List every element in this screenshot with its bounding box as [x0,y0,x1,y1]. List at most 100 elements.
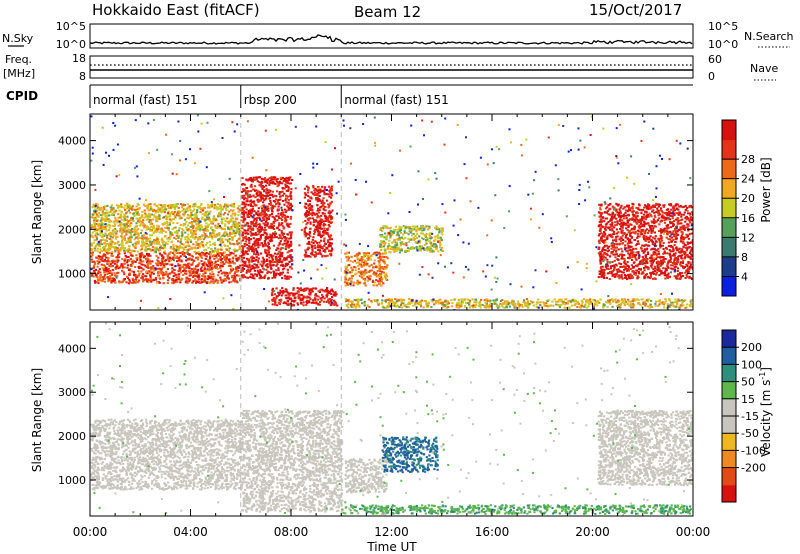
data-cell [412,227,415,230]
data-cell [128,236,131,239]
data-cell [107,229,111,232]
data-cell [272,225,275,227]
data-cell [375,266,378,269]
data-cell [224,223,227,226]
data-cell [162,245,166,248]
data-cell [247,179,250,182]
data-cell [186,216,189,219]
data-cell [285,184,289,187]
data-cell [192,275,195,278]
data-cell [154,218,157,221]
data-cell [155,262,158,265]
data-cell [100,249,103,252]
data-cell [103,277,106,280]
data-cell [116,261,119,264]
data-cell [176,214,179,217]
data-cell [292,304,295,307]
data-cell [137,270,140,273]
data-cell [289,217,292,220]
data-cell [106,273,109,275]
data-cell [180,238,183,241]
data-cell [94,211,97,214]
data-cell [238,230,242,233]
data-cell [260,181,263,184]
data-cell [106,236,109,239]
data-cell [313,233,316,235]
data-cell [249,270,252,273]
data-cell [439,236,442,239]
data-cell [91,254,94,256]
data-cell [213,234,216,237]
data-cell [223,205,226,208]
data-cell [106,204,109,207]
data-cell [198,236,201,238]
data-cell [271,210,274,213]
data-cell [231,212,234,215]
data-cell [378,282,382,285]
data-cell [134,247,137,250]
data-cell [192,224,195,227]
noise-tick-top-right: 10^5 [708,20,738,33]
data-cell [397,247,400,250]
data-cell [431,249,434,252]
data-cell [250,245,253,248]
data-cell [307,214,310,217]
data-cell [129,241,132,244]
data-cell [156,209,159,212]
data-cell [141,234,144,237]
data-cell [425,305,428,308]
data-cell [324,206,327,208]
data-cell [321,204,325,207]
data-cell [532,301,535,304]
data-cell [100,243,103,246]
data-cell [279,213,283,216]
data-cell [325,193,328,196]
data-cell [90,248,93,250]
data-cell [185,279,188,282]
data-cell [230,220,233,223]
data-cell [415,230,418,233]
data-cell [100,235,103,238]
data-cell [171,270,174,273]
data-cell [99,214,102,217]
data-cell [408,227,411,230]
data-cell [330,288,333,291]
data-cell [102,255,105,258]
data-cell [217,279,220,282]
data-cell [91,235,94,237]
data-cell [185,221,188,224]
data-cell [374,251,377,254]
data-cell [241,232,244,235]
data-cell [253,263,256,266]
data-cell [109,231,112,234]
data-cell [221,265,224,268]
data-cell [305,233,309,236]
data-cell [123,224,126,227]
data-cell [263,199,266,202]
data-cell [243,206,246,209]
data-cell [292,288,295,291]
data-cell [250,232,253,235]
data-cell [144,215,147,218]
data-cell [306,217,309,220]
data-cell [195,282,198,284]
data-cell [223,232,226,235]
data-cell [318,291,321,293]
data-cell [196,270,199,273]
data-cell [260,220,263,223]
data-cell [308,203,311,206]
data-cell [134,225,137,228]
data-cell [405,242,408,245]
data-cell [153,242,156,245]
data-cell [225,209,228,212]
data-cell [373,262,376,265]
data-cell [141,241,144,243]
data-cell [267,251,270,254]
data-cell [257,214,260,217]
data-cell [143,279,146,282]
data-cell [321,235,324,238]
data-cell [127,206,130,208]
data-cell [288,225,291,228]
data-cell [110,214,113,217]
cpid-bar: normal (fast) 151 rbsp 200 normal (fast) 1… [89,84,693,108]
